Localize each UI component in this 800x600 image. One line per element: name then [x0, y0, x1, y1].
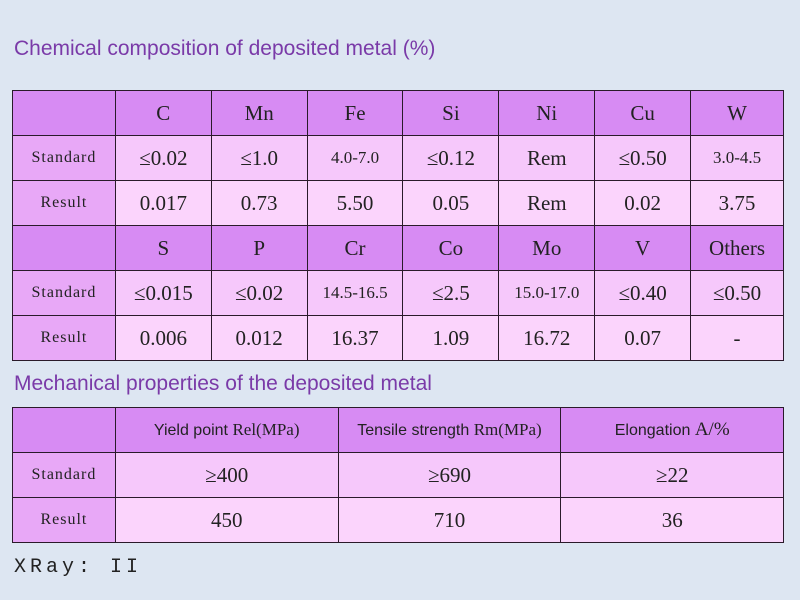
standard-value-cell: ≤0.50 [594, 135, 692, 181]
property-header-cell: Tensile strength Rm(MPa) [337, 407, 562, 453]
standard-row: Standard ≤0.015 ≤0.02 14.5-16.5 ≤2.5 15.… [12, 270, 784, 316]
property-name: Tensile strength [357, 422, 474, 439]
standard-value-cell: ≤0.02 [210, 270, 308, 316]
result-value-cell: 0.02 [594, 180, 692, 226]
element-header-cell: S [114, 225, 212, 271]
property-unit: A/% [694, 419, 730, 440]
standard-value-cell: 4.0-7.0 [306, 135, 404, 181]
standard-row: Standard ≤0.02 ≤1.0 4.0-7.0 ≤0.12 Rem ≤0… [12, 135, 784, 181]
property-unit: Rel(MPa) [232, 420, 300, 439]
standard-value-cell: 3.0-4.5 [690, 135, 784, 181]
result-value-cell: 16.37 [306, 315, 404, 361]
element-header-cell: P [210, 225, 308, 271]
row-label-standard: Standard [12, 452, 116, 498]
xray-grade: XRay: II [14, 556, 143, 579]
element-header-cell: Cr [306, 225, 404, 271]
property-name: Elongation [614, 422, 695, 439]
result-value-cell: 1.09 [402, 315, 500, 361]
result-row: Result 450 710 36 [12, 497, 784, 543]
element-header-cell: Si [402, 90, 500, 136]
element-header-row: S P Cr Co Mo V Others [12, 225, 784, 271]
standard-value-cell: ≤0.02 [114, 135, 212, 181]
standard-value-cell: ≤0.12 [402, 135, 500, 181]
result-value-cell: - [690, 315, 784, 361]
property-header-cell: Elongation A/% [560, 407, 784, 453]
standard-value-cell: ≥22 [560, 452, 784, 498]
element-header-cell: Mo [498, 225, 596, 271]
result-row: Result 0.017 0.73 5.50 0.05 Rem 0.02 3.7… [12, 180, 784, 226]
result-value-cell: 450 [114, 497, 339, 543]
element-header-cell: Others [690, 225, 784, 271]
row-label-result: Result [12, 315, 116, 361]
element-header-cell: W [690, 90, 784, 136]
element-header-row: C Mn Fe Si Ni Cu W [12, 90, 784, 136]
standard-row: Standard ≥400 ≥690 ≥22 [12, 452, 784, 498]
header-blank-cell [12, 407, 116, 453]
mechanical-properties-title: Mechanical properties of the deposited m… [14, 372, 432, 395]
result-value-cell: 0.012 [210, 315, 308, 361]
row-label-standard: Standard [12, 270, 116, 316]
result-value-cell: 710 [337, 497, 562, 543]
result-value-cell: 36 [560, 497, 784, 543]
row-label-result: Result [12, 497, 116, 543]
result-value-cell: 3.75 [690, 180, 784, 226]
standard-value-cell: ≤1.0 [210, 135, 308, 181]
standard-value-cell: ≥400 [114, 452, 339, 498]
chemical-composition-title: Chemical composition of deposited metal … [14, 37, 436, 60]
property-header-cell: Yield point Rel(MPa) [114, 407, 339, 453]
mechanical-properties-table: Yield point Rel(MPa) Tensile strength Rm… [12, 407, 784, 543]
result-value-cell: 16.72 [498, 315, 596, 361]
row-label-standard: Standard [12, 135, 116, 181]
result-row: Result 0.006 0.012 16.37 1.09 16.72 0.07… [12, 315, 784, 361]
result-value-cell: 0.07 [594, 315, 692, 361]
result-value-cell: 0.05 [402, 180, 500, 226]
standard-value-cell: 14.5-16.5 [306, 270, 404, 316]
chemical-composition-table: C Mn Fe Si Ni Cu W Standard ≤0.02 ≤1.0 4… [12, 90, 784, 361]
result-value-cell: 0.73 [210, 180, 308, 226]
result-value-cell: 0.017 [114, 180, 212, 226]
standard-value-cell: Rem [498, 135, 596, 181]
element-header-cell: Fe [306, 90, 404, 136]
property-unit: Rm(MPa) [473, 420, 542, 439]
row-label-result: Result [12, 180, 116, 226]
element-header-cell: V [594, 225, 692, 271]
standard-value-cell: ≥690 [337, 452, 562, 498]
result-value-cell: Rem [498, 180, 596, 226]
standard-value-cell: ≤0.40 [594, 270, 692, 316]
element-header-cell: Co [402, 225, 500, 271]
result-value-cell: 0.006 [114, 315, 212, 361]
standard-value-cell: ≤0.50 [690, 270, 784, 316]
element-header-cell: Ni [498, 90, 596, 136]
standard-value-cell: 15.0-17.0 [498, 270, 596, 316]
header-blank-cell [12, 90, 116, 136]
element-header-cell: Mn [210, 90, 308, 136]
property-header-row: Yield point Rel(MPa) Tensile strength Rm… [12, 407, 784, 453]
element-header-cell: C [114, 90, 212, 136]
element-header-cell: Cu [594, 90, 692, 136]
header-blank-cell [12, 225, 116, 271]
standard-value-cell: ≤2.5 [402, 270, 500, 316]
property-name: Yield point [153, 422, 233, 439]
result-value-cell: 5.50 [306, 180, 404, 226]
standard-value-cell: ≤0.015 [114, 270, 212, 316]
